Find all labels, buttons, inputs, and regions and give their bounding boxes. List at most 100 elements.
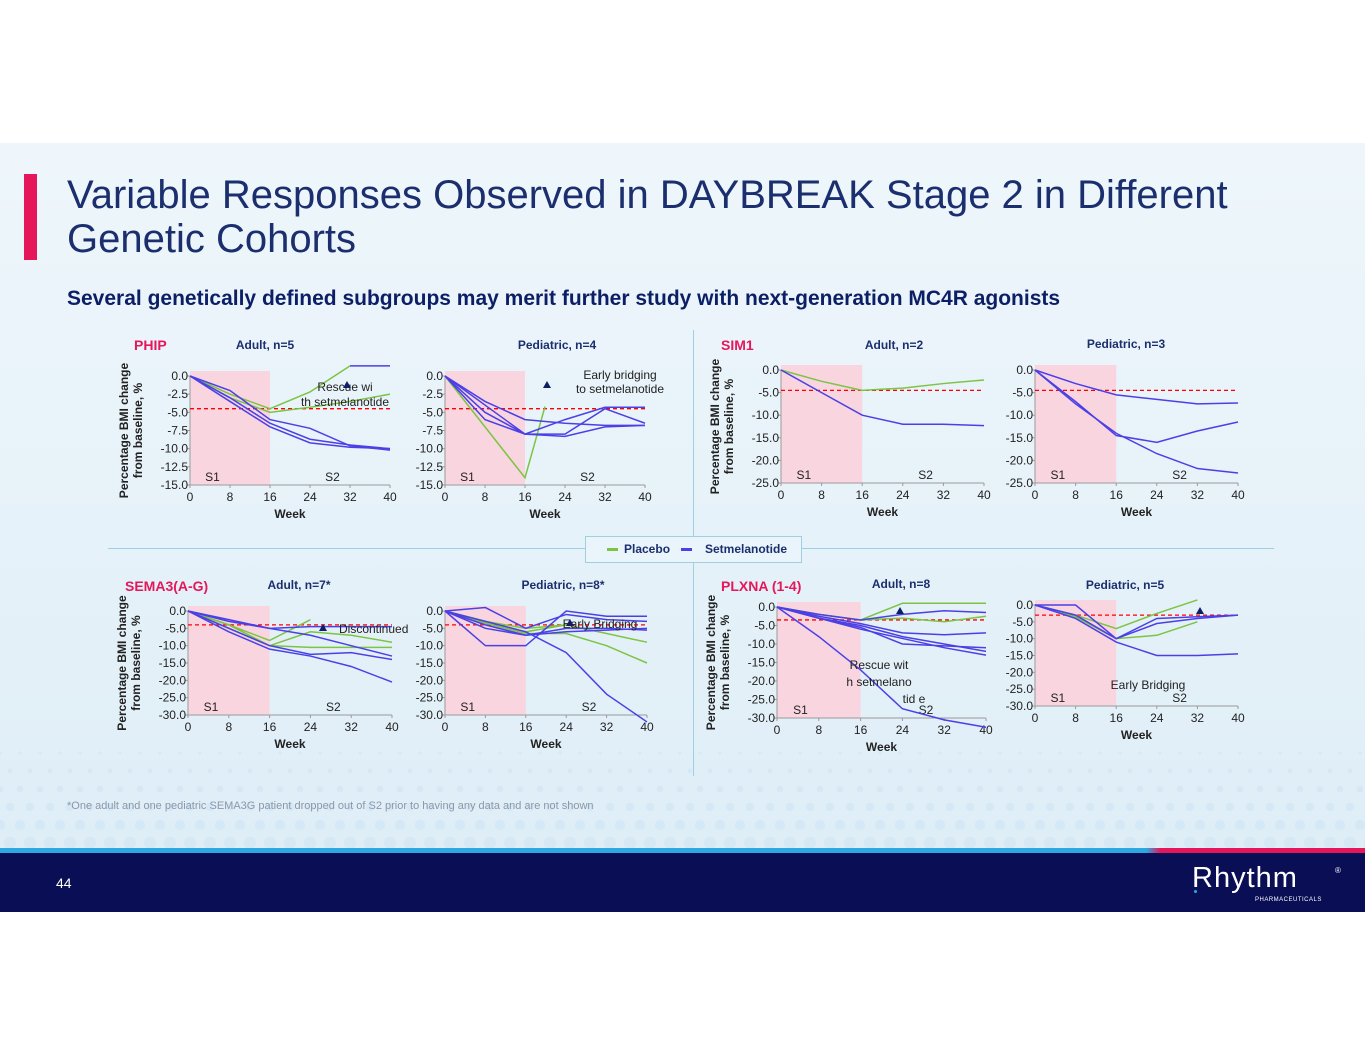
- decorative-dot: [967, 768, 973, 774]
- x-tick-label: 0: [185, 720, 192, 734]
- decorative-dot: [254, 819, 266, 831]
- x-tick-label: 16: [1110, 488, 1124, 502]
- decorative-dot: [304, 837, 316, 849]
- y-tick-label: -5.0: [422, 405, 443, 419]
- decorative-dot: [78, 751, 82, 755]
- y-tick-label: -25.0: [416, 691, 444, 705]
- y-tick-label: -10.0: [159, 639, 187, 653]
- setmelanotide-series-line: [1035, 604, 1239, 640]
- decorative-dot: [1307, 768, 1313, 774]
- decorative-dot: [47, 768, 53, 774]
- slide-subtitle: Several genetically defined subgroups ma…: [67, 287, 1061, 310]
- chart-plxna-pediatric: 0.0 -5.0 -10.0 -15.0 -20.0 -25.0 -30.00 8 16 24 32…: [1006, 578, 1245, 742]
- decorative-dot: [996, 785, 1004, 793]
- decorative-dot: [5, 802, 15, 812]
- setmelanotide-series-line: [187, 610, 393, 683]
- decorative-dot: [487, 768, 493, 774]
- decorative-dot: [724, 837, 736, 849]
- x-tick-label: 16: [856, 488, 870, 502]
- decorative-dot: [665, 802, 675, 812]
- decorative-dot: [458, 751, 462, 755]
- decorative-dot: [1064, 837, 1076, 849]
- decorative-dot: [1236, 785, 1244, 793]
- phase-label-s2: S2: [580, 470, 595, 484]
- x-tick-label: 16: [854, 723, 868, 737]
- decorative-dot: [284, 837, 296, 849]
- decorative-dot: [965, 802, 975, 812]
- decorative-dot: [778, 751, 782, 755]
- decorative-dot: [605, 802, 615, 812]
- x-tick-label: 40: [385, 720, 399, 734]
- decorative-dot: [256, 785, 264, 793]
- decorative-dot: [276, 785, 284, 793]
- decorative-dot: [84, 837, 96, 849]
- decorative-dot: [578, 751, 582, 755]
- y-tick-label: -10.0: [1006, 632, 1034, 646]
- setmelanotide-series-line: [189, 375, 391, 450]
- decorative-dot: [336, 785, 344, 793]
- y-tick-label: -15.0: [159, 656, 187, 670]
- setmelanotide-series-line: [1034, 369, 1239, 405]
- decorative-dot: [1245, 802, 1255, 812]
- decorative-dot: [1316, 785, 1324, 793]
- decorative-dot: [894, 819, 906, 831]
- x-axis-label: Week: [274, 507, 305, 521]
- setmelanotide-series-line: [776, 606, 987, 636]
- x-tick-label: 16: [519, 720, 533, 734]
- decorative-dot: [654, 819, 666, 831]
- decorative-dot: [585, 802, 595, 812]
- y-tick-label: 0.0: [171, 369, 188, 383]
- group-label-plxna: PLXNA (1-4): [721, 578, 802, 594]
- decorative-dot: [0, 751, 2, 755]
- decorative-dot: [298, 751, 302, 755]
- setmelanotide-series-line: [776, 606, 987, 728]
- decorative-dot: [385, 802, 395, 812]
- decorative-dot: [794, 819, 806, 831]
- decorative-dot: [507, 768, 513, 774]
- decorative-dot: [567, 768, 573, 774]
- decorative-dot: [158, 751, 162, 755]
- y-tick-label: -2.5: [422, 387, 443, 401]
- x-tick-label: 32: [938, 723, 952, 737]
- x-tick-label: 32: [1191, 488, 1205, 502]
- decorative-dot: [516, 785, 524, 793]
- decorative-dot: [1074, 819, 1086, 831]
- decorative-dot: [18, 751, 22, 755]
- decorative-dot: [505, 802, 515, 812]
- decorative-dot: [1204, 837, 1216, 849]
- phase-label-s1: S1: [796, 468, 811, 482]
- decorative-dot: [445, 802, 455, 812]
- decorative-dot: [676, 785, 684, 793]
- chart-title: Adult, n=2: [865, 338, 924, 352]
- decorative-dot: [38, 751, 42, 755]
- y-tick-label: -2.5: [167, 387, 188, 401]
- y-tick-label: -5.0: [422, 621, 443, 635]
- decorative-dot: [594, 819, 606, 831]
- decorative-dot: [834, 819, 846, 831]
- slide-title: Variable Responses Observed in DAYBREAK …: [67, 173, 1228, 261]
- decorative-dot: [1078, 751, 1082, 755]
- decorative-dot: [527, 768, 533, 774]
- setmelanotide-series-line: [189, 375, 391, 451]
- decorative-dot: [396, 785, 404, 793]
- decorative-dot: [958, 751, 962, 755]
- decorative-dot: [227, 768, 233, 774]
- decorative-dot: [774, 819, 786, 831]
- x-axis-label: Week: [866, 740, 897, 754]
- decorative-dot: [916, 785, 924, 793]
- y-tick-label: -10.0: [752, 408, 780, 422]
- decorative-dot: [44, 837, 56, 849]
- decorative-dot: [1264, 837, 1276, 849]
- decorative-dot: [1327, 768, 1333, 774]
- decorative-dot: [736, 785, 744, 793]
- decorative-dot: [187, 768, 193, 774]
- decorative-dot: [905, 802, 915, 812]
- decorative-dot: [756, 785, 764, 793]
- y-tick-label: 0.0: [758, 600, 775, 614]
- decorative-dot: [1304, 837, 1316, 849]
- decorative-dot: [607, 768, 613, 774]
- decorative-dot: [125, 802, 135, 812]
- decorative-dot: [1287, 768, 1293, 774]
- decorative-dot: [1214, 819, 1226, 831]
- decorative-dot: [864, 837, 876, 849]
